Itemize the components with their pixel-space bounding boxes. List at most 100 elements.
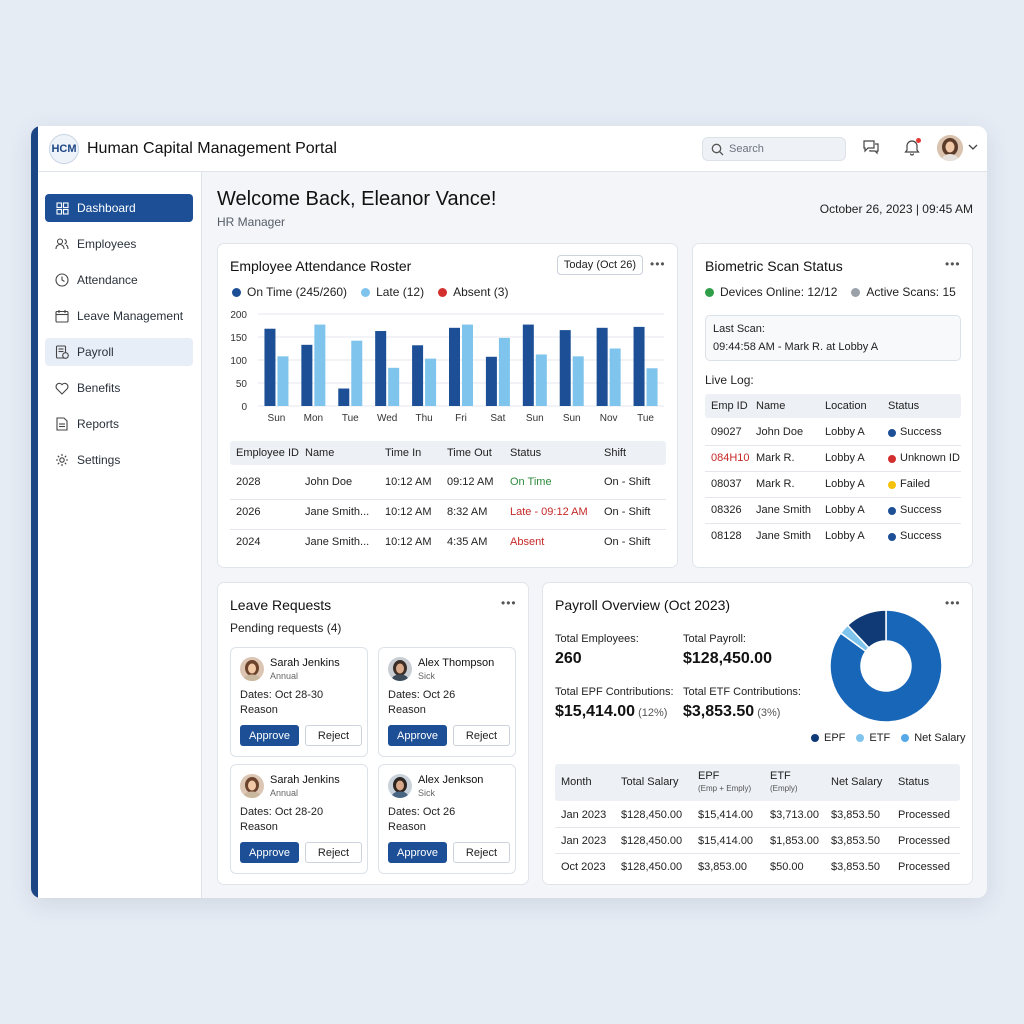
clock-icon (54, 272, 70, 288)
sidebar-item-reports[interactable]: Reports (45, 410, 193, 438)
search-box[interactable] (702, 137, 846, 161)
sidebar-item-attendance[interactable]: Attendance (45, 266, 193, 294)
bar-late (351, 340, 363, 406)
col-header: Shift (604, 447, 627, 459)
cell-status: Processed (898, 861, 950, 873)
approve-button[interactable]: Approve (240, 725, 299, 746)
more-options-icon[interactable]: ••• (945, 596, 961, 610)
gear-icon (54, 452, 70, 468)
employee-name: Alex Jenkson (418, 774, 484, 786)
sidebar-item-employees[interactable]: Employees (45, 230, 193, 258)
more-options-icon[interactable]: ••• (945, 257, 961, 271)
users-icon (54, 236, 70, 252)
status-dot (888, 533, 896, 541)
cell-location: Lobby A (825, 504, 865, 516)
table-row[interactable]: 2024 Jane Smith... 10:12 AM 4:35 AM Absent On… (230, 533, 666, 561)
x-tick-label: Sun (563, 413, 581, 424)
cell-status: Processed (898, 809, 950, 821)
etf-percent: (3%) (757, 707, 781, 719)
log-row[interactable]: 084H10 Mark R. Lobby A Unknown ID (705, 446, 961, 472)
x-tick-label: Sat (490, 413, 505, 424)
col-header: Net Salary (831, 776, 883, 788)
sidebar-item-label: Benefits (77, 381, 121, 395)
log-row[interactable]: 08128 Jane Smith Lobby A Success (705, 524, 961, 550)
leave-reason: Reason (388, 821, 426, 833)
user-avatar[interactable] (937, 135, 963, 161)
sidebar-item-dashboard[interactable]: Dashboard (45, 194, 193, 222)
table-row[interactable]: 2026 Jane Smith... 10:12 AM 8:32 AM Late - 0… (230, 503, 666, 531)
bar-late (462, 324, 473, 406)
reject-button[interactable]: Reject (305, 725, 362, 746)
app-window: HCM Human Capital Management Portal Dash… (31, 126, 987, 898)
live-log-header: Emp ID Name Location Status (705, 394, 961, 418)
reject-button[interactable]: Reject (453, 842, 510, 863)
col-subheader: (Emp + Emply) (698, 784, 752, 793)
hcm-logo[interactable]: HCM (49, 134, 79, 164)
donut-slice-net-salary[interactable] (829, 609, 943, 723)
heart-icon (54, 380, 70, 396)
card-title: Employee Attendance Roster (230, 258, 412, 274)
leave-request-card: Alex Thompson Sick Dates: Oct 26 Reason Appr… (378, 647, 516, 757)
bell-icon[interactable] (904, 138, 920, 156)
cell-id: 2024 (236, 536, 261, 548)
chat-icon[interactable] (862, 138, 880, 156)
sidebar-item-benefits[interactable]: Benefits (45, 374, 193, 402)
bar-late (388, 367, 400, 406)
table-row[interactable]: Jan 2023 $128,450.00 $15,414.00 $1,853.00 $3… (555, 828, 960, 854)
total-payroll-value: $128,450.00 (683, 650, 772, 667)
table-row[interactable]: Oct 2023 $128,450.00 $3,853.00 $50.00 $3,853… (555, 854, 960, 880)
employee-name: Sarah Jenkins (270, 774, 340, 786)
chevron-down-icon[interactable] (968, 143, 978, 151)
more-options-icon[interactable]: ••• (650, 257, 666, 271)
sidebar-item-label: Leave Management (77, 309, 184, 323)
x-tick-label: Fri (455, 413, 467, 424)
status-dot (888, 481, 896, 489)
sidebar-item-label: Reports (77, 417, 120, 431)
cell-status: Absent (510, 536, 545, 548)
etf-value-group: $3,853.50 (3%) (683, 703, 780, 721)
reject-button[interactable]: Reject (453, 725, 510, 746)
active-scans: Active Scans: 15 (866, 285, 956, 299)
sidebar-item-label: Attendance (77, 273, 138, 287)
col-header: Time Out (447, 447, 492, 459)
date-filter-button[interactable]: Today (Oct 26) (557, 255, 643, 275)
employee-avatar (388, 774, 412, 798)
scan-status-dot (851, 287, 861, 297)
employee-name: Alex Thompson (418, 657, 495, 669)
approve-button[interactable]: Approve (388, 842, 447, 863)
col-header: ETF (770, 770, 791, 782)
col-header: Status (898, 776, 930, 788)
legend-on-time: On Time (245/260) (247, 285, 348, 299)
attendance-roster-card: Employee Attendance Roster Today (Oct 26… (217, 243, 678, 568)
table-row[interactable]: Jan 2023 $128,450.00 $15,414.00 $3,713.00 $3… (555, 802, 960, 828)
bar-on-time (559, 330, 571, 406)
x-tick-label: Tue (342, 413, 359, 424)
legend-swatch-epf (811, 734, 819, 742)
log-row[interactable]: 08326 Jane Smith Lobby A Success (705, 498, 961, 524)
reject-button[interactable]: Reject (305, 842, 362, 863)
cell-id: 2026 (236, 506, 261, 518)
search-input[interactable] (729, 141, 839, 157)
log-row[interactable]: 08037 Mark R. Lobby A Failed (705, 472, 961, 498)
bar-late (646, 368, 658, 406)
approve-button[interactable]: Approve (388, 725, 447, 746)
sidebar-item-settings[interactable]: Settings (45, 446, 193, 474)
more-options-icon[interactable]: ••• (501, 596, 517, 610)
cell-name: Mark R. (756, 478, 795, 490)
leave-type: Annual (270, 671, 299, 681)
y-tick-label: 200 (230, 310, 247, 321)
donut-slice-epf[interactable] (846, 609, 887, 649)
approve-button[interactable]: Approve (240, 842, 299, 863)
bar-late (535, 354, 547, 406)
sidebar-item-payroll[interactable]: Payroll (45, 338, 193, 366)
cell-month: Oct 2023 (561, 861, 606, 873)
epf-value-group: $15,414.00 (12%) (555, 703, 667, 721)
card-title: Payroll Overview (Oct 2023) (555, 597, 731, 613)
cell-name: John Doe (756, 426, 804, 438)
log-row[interactable]: 09027 John Doe Lobby A Success (705, 420, 961, 446)
epf-percent: (12%) (638, 707, 668, 719)
cell-status: Success (900, 504, 942, 516)
col-header: Time In (385, 447, 422, 459)
sidebar-item-leave-management[interactable]: Leave Management (45, 302, 193, 330)
table-row[interactable]: 2028 John Doe 10:12 AM 09:12 AM On Time On - … (230, 473, 666, 501)
